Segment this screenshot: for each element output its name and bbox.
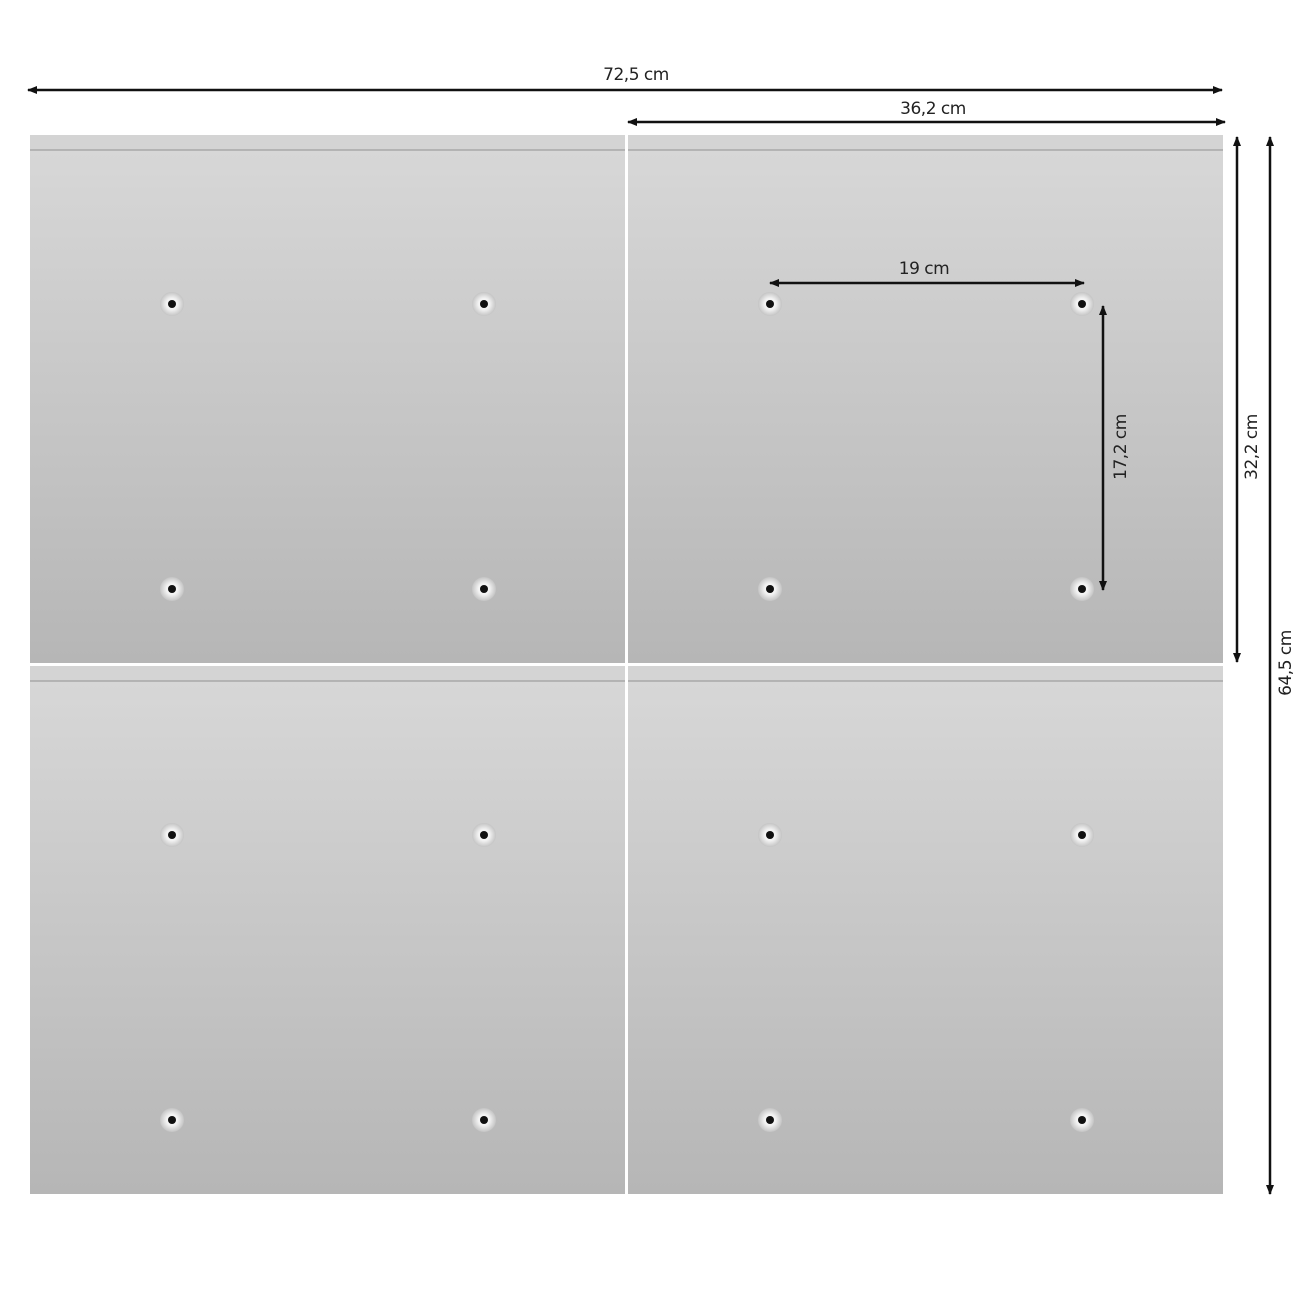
dimension-panel-width: 36,2 cm: [627, 99, 1226, 126]
mounting-hole-icon: [472, 577, 496, 601]
panel-top-right: [628, 135, 1223, 663]
panel-top-edge: [30, 666, 625, 681]
mounting-hole-icon: [472, 1108, 496, 1132]
mounting-hole-icon: [160, 577, 184, 601]
mounting-hole-icon: [1070, 577, 1094, 601]
panel-top-edge: [628, 666, 1223, 681]
mounting-hole-icon: [160, 823, 184, 847]
mounting-hole-icon: [758, 1108, 782, 1132]
panel-face: [628, 135, 1223, 663]
mounting-hole-icon: [1070, 292, 1094, 316]
mounting-hole-icon: [758, 823, 782, 847]
mounting-hole-icon: [160, 292, 184, 316]
mounting-hole-icon: [160, 1108, 184, 1132]
mounting-hole-icon: [472, 823, 496, 847]
mounting-hole-icon: [472, 292, 496, 316]
panel-top-edge: [30, 135, 625, 150]
hole-spacing-horizontal-label: 19 cm: [899, 259, 949, 279]
total-height-label: 64,5 cm: [1276, 630, 1296, 696]
dimension-panel-height: 32,2 cm: [1233, 136, 1262, 663]
dimension-hole-spacing-vertical: 17,2 cm: [1099, 305, 1131, 591]
panel-face: [628, 666, 1223, 1194]
hole-spacing-vertical-label: 17,2 cm: [1111, 414, 1131, 480]
mounting-hole-icon: [758, 292, 782, 316]
panel-width-label: 36,2 cm: [900, 99, 966, 119]
panel-top-edge: [628, 135, 1223, 150]
panel-bottom-right: [628, 666, 1223, 1194]
dimension-total-width: 72,5 cm: [27, 65, 1223, 94]
panel-face: [30, 135, 625, 663]
panel-top-left: [30, 135, 625, 663]
dimension-hole-spacing-horizontal: 19 cm: [769, 259, 1085, 287]
panel-face: [30, 666, 625, 1194]
mounting-hole-icon: [758, 577, 782, 601]
mounting-hole-icon: [1070, 823, 1094, 847]
mounting-hole-icon: [1070, 1108, 1094, 1132]
dimension-total-height: 64,5 cm: [1266, 136, 1296, 1195]
panel-height-label: 32,2 cm: [1242, 414, 1262, 480]
panel-bottom-left: [30, 666, 625, 1194]
total-width-label: 72,5 cm: [603, 65, 669, 85]
